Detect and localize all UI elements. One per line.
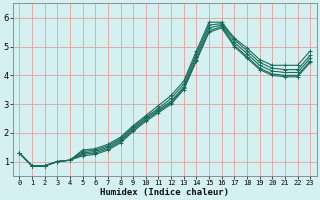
- X-axis label: Humidex (Indice chaleur): Humidex (Indice chaleur): [100, 188, 229, 197]
